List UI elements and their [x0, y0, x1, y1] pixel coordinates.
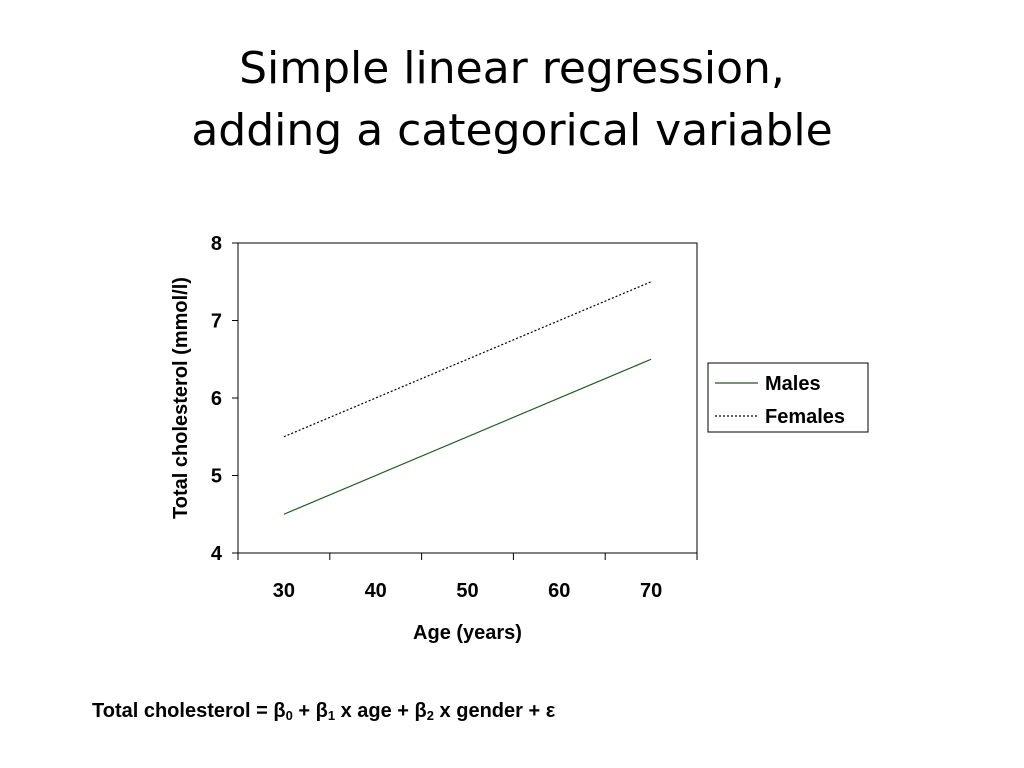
- x-tick-label-40: 40: [365, 580, 387, 602]
- x-tick-label-70: 70: [640, 580, 662, 602]
- formula-plus: +: [292, 700, 316, 722]
- plot-area: [237, 242, 698, 554]
- formula-lhs: Total cholesterol: [92, 700, 251, 722]
- y-tick-label-5: 5: [211, 466, 222, 488]
- y-tick-label-6: 6: [211, 388, 222, 410]
- slide-title-line-1: Simple linear regression,: [239, 43, 785, 94]
- x-axis-label: Age (years): [413, 622, 522, 644]
- formula-sub-1: 1: [327, 708, 336, 723]
- legend-label-males: Males: [765, 373, 821, 395]
- formula-gender-term: x gender + ε: [434, 700, 556, 722]
- series-line-males: [283, 358, 652, 515]
- legend: [707, 362, 869, 433]
- formula-beta-1: β: [315, 700, 328, 722]
- legend-label-females: Females: [765, 406, 845, 428]
- formula-equals: =: [250, 700, 274, 722]
- y-axis-label: Total cholesterol (mmol/l): [170, 277, 192, 519]
- slide-title-line-2: adding a categorical variable: [191, 105, 833, 156]
- y-tick-label-7: 7: [211, 311, 222, 333]
- x-tick-label-30: 30: [273, 580, 295, 602]
- y-tick-label-8: 8: [211, 233, 222, 255]
- regression-formula: Total cholesterol = β0 + β1 x age + β2 x…: [92, 700, 555, 723]
- formula-sub-0: 0: [285, 708, 293, 723]
- slide-title: Simple linear regression, adding a categ…: [100, 38, 924, 162]
- series-line-females: [283, 281, 652, 438]
- formula-beta-0: β: [273, 700, 286, 722]
- x-tick-label-60: 60: [548, 580, 570, 602]
- y-tick-label-4: 4: [211, 543, 223, 565]
- formula-beta-2: β: [414, 700, 427, 722]
- formula-sub-2: 2: [426, 708, 434, 723]
- x-tick-label-50: 50: [456, 580, 478, 602]
- formula-age-term: x age +: [335, 700, 415, 722]
